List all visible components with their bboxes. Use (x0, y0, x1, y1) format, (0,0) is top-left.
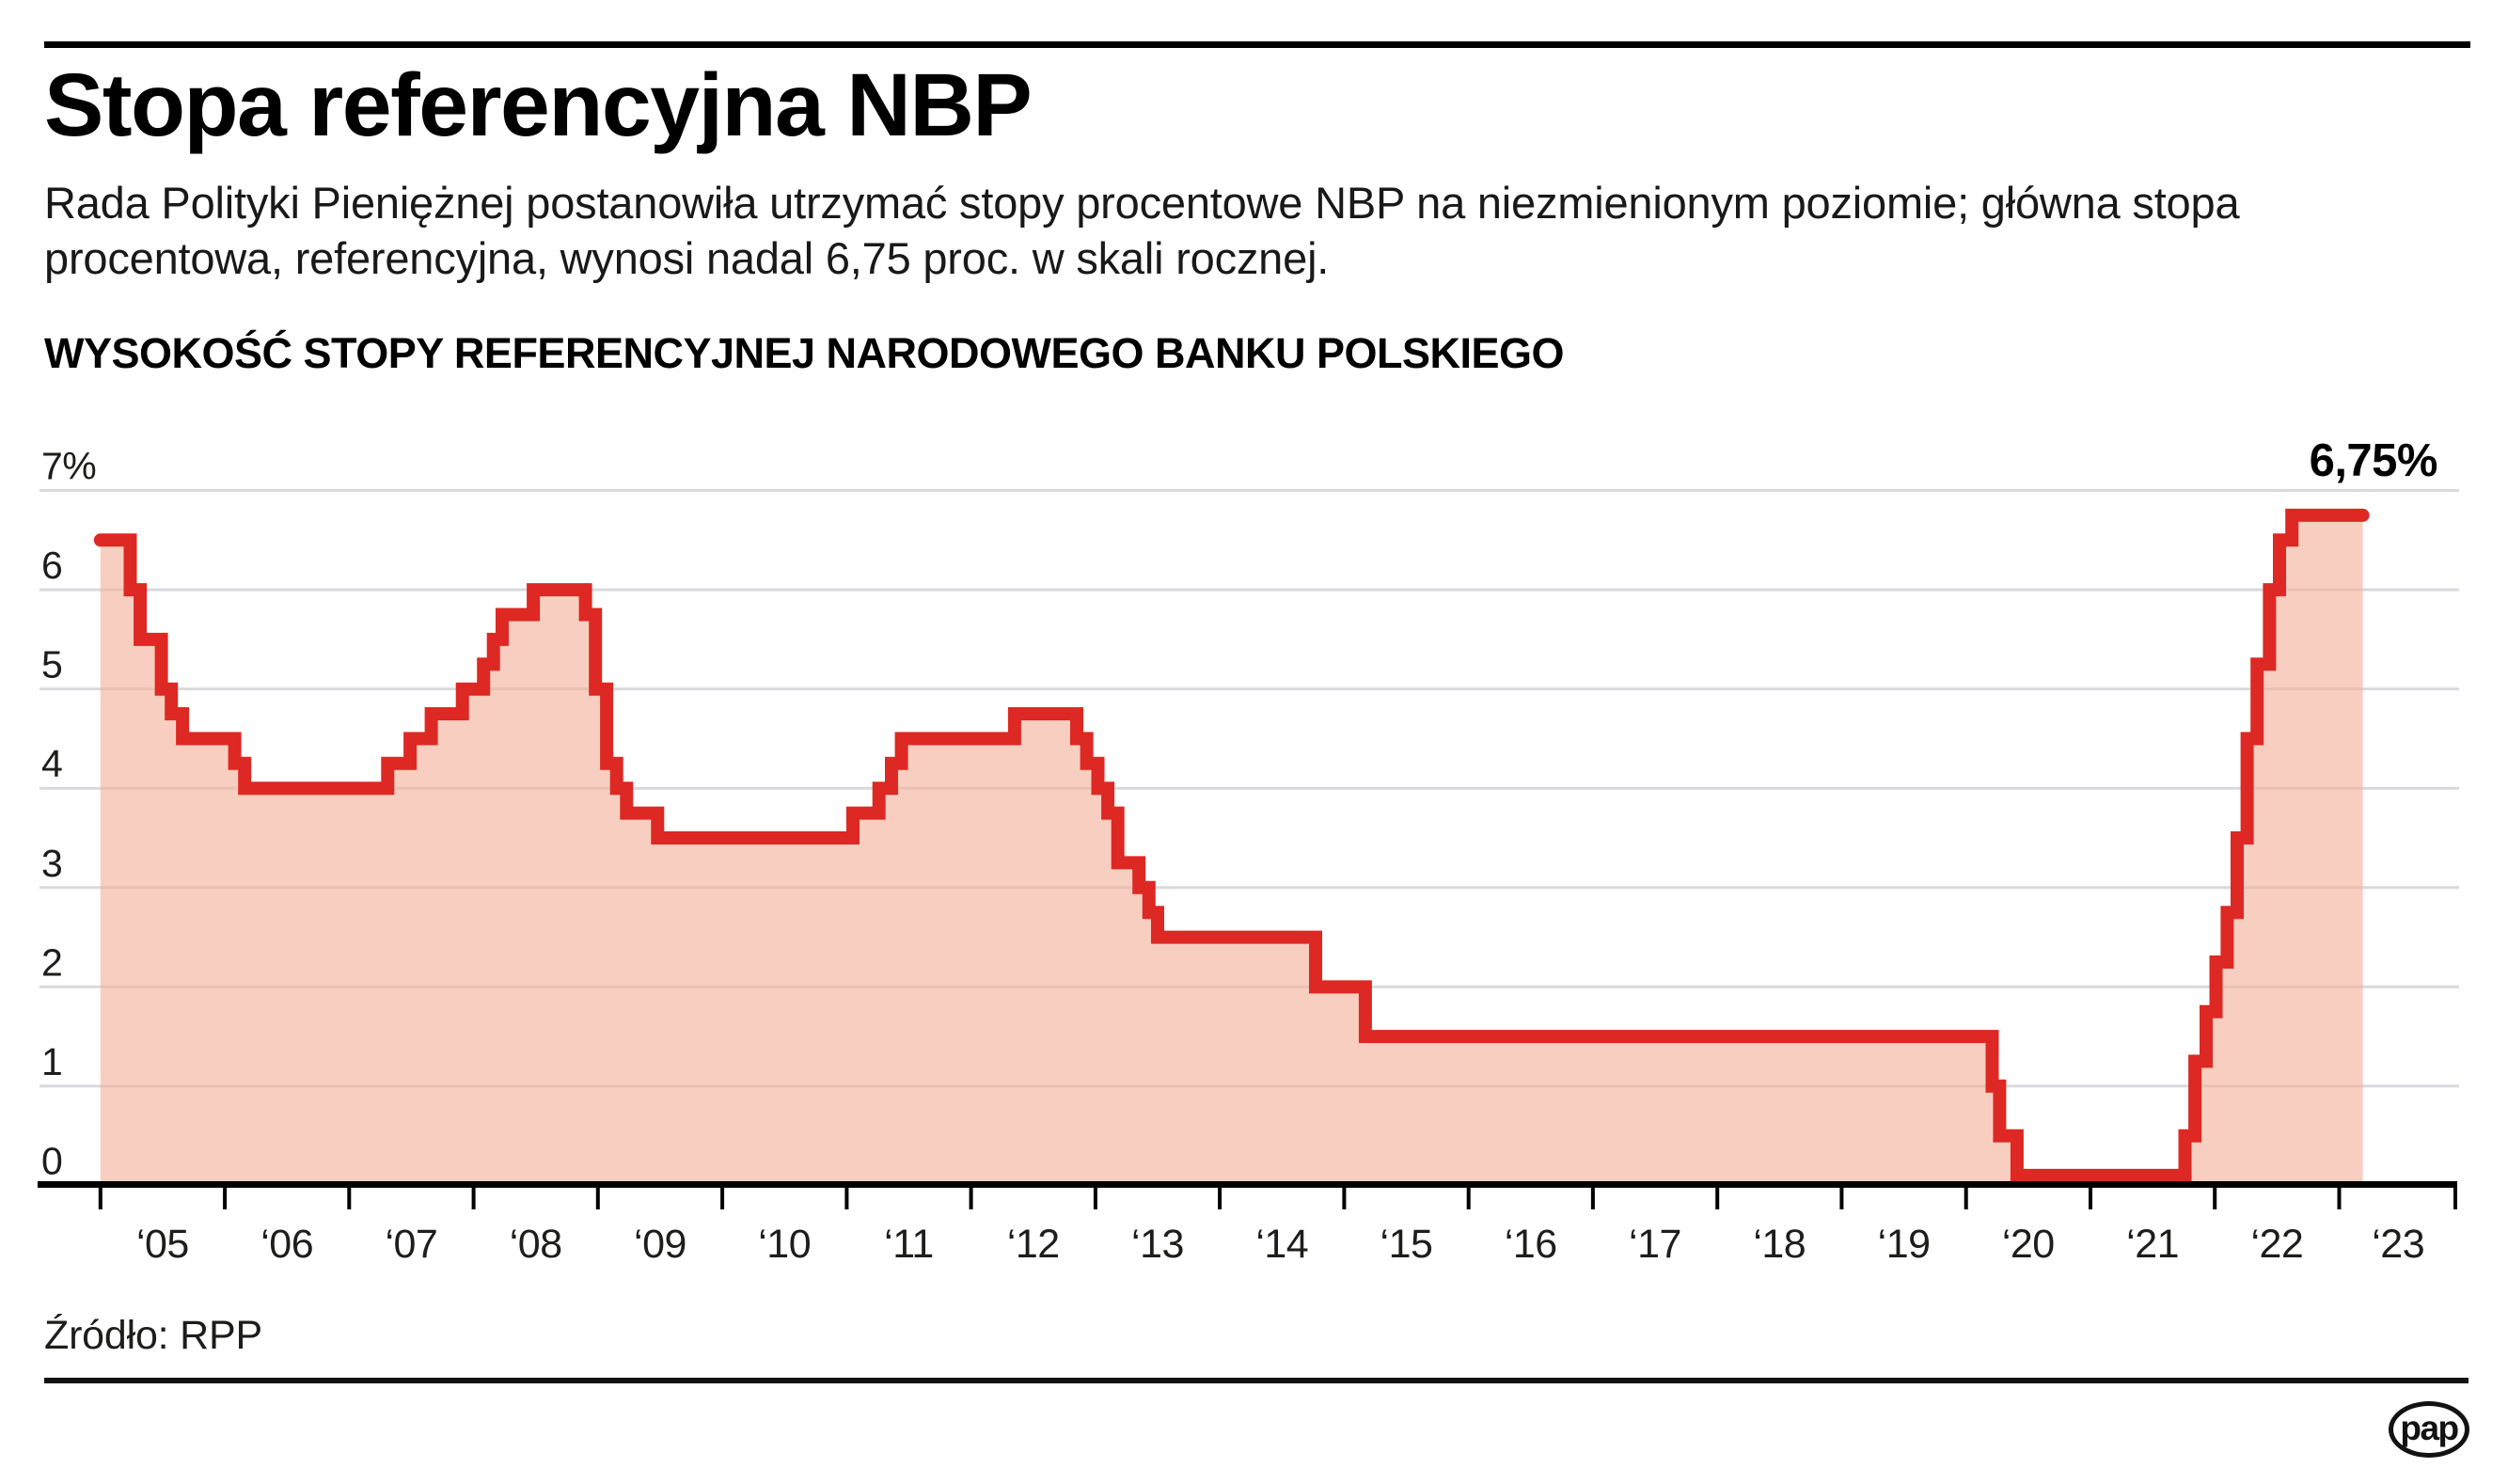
x-axis-label: ‘15 (1380, 1222, 1433, 1267)
y-axis-label: 5 (41, 643, 62, 687)
x-axis-tick (2337, 1188, 2342, 1209)
x-axis-tick (1590, 1188, 1595, 1209)
x-axis-tick (1839, 1188, 1844, 1209)
x-axis-tick (1964, 1188, 1968, 1209)
x-axis-label: ‘06 (260, 1222, 313, 1267)
current-rate-annotation: 6,75% (2310, 435, 2437, 486)
x-axis-labels: ‘05 ‘06 ‘07 ‘08 ‘09 ‘10 ‘11 ‘12 ‘13 ‘14 ‘15 ‘16 ‘17 ‘… (136, 1222, 2425, 1267)
y-axis-label: 0 (41, 1140, 62, 1183)
x-axis-label: ‘14 (1255, 1222, 1308, 1267)
x-axis-label: ‘18 (1753, 1222, 1806, 1267)
x-axis-label: ‘21 (2126, 1222, 2179, 1267)
x-axis-label: ‘07 (385, 1222, 437, 1267)
source-note: Źródło: RPP (44, 1313, 262, 1358)
y-axis-label: 2 (41, 940, 62, 984)
y-axis-label: 3 (41, 842, 62, 885)
x-axis-end-tick (2453, 1188, 2457, 1209)
gridlines-overlay (39, 489, 2459, 1088)
x-axis-tick (1715, 1188, 1720, 1209)
x-axis-tick (1218, 1188, 1222, 1209)
x-axis-tick (595, 1188, 600, 1209)
y-axis-label: 1 (41, 1040, 62, 1083)
x-axis-tick (844, 1188, 849, 1209)
y-axis-label: 7% (41, 445, 96, 488)
bottom-rule (44, 1378, 2469, 1383)
x-axis-label: ‘16 (1505, 1222, 1557, 1267)
x-axis-ticks (98, 1188, 2457, 1209)
x-axis-label: ‘13 (1131, 1222, 1184, 1267)
top-rule (44, 41, 2470, 48)
x-axis-label: ‘20 (2002, 1222, 2055, 1267)
x-axis-label: ‘10 (758, 1222, 811, 1267)
rate-line (93, 508, 2370, 1182)
rate-area (100, 514, 2363, 1181)
x-axis-line (38, 1181, 2457, 1188)
x-axis-tick (2213, 1188, 2217, 1209)
y-axis-label: 6 (41, 544, 62, 587)
y-axis-label: 4 (41, 742, 62, 785)
x-axis-tick (720, 1188, 725, 1209)
x-axis-tick (471, 1188, 476, 1209)
subtitle-line-2: procentowa, referencyjna, wynosi nadal 6… (44, 233, 1330, 283)
y-axis-labels: 0 1 2 3 4 5 6 7% (41, 445, 97, 1183)
pap-logo-text: pap (2400, 1408, 2459, 1447)
x-axis-label: ‘08 (510, 1222, 562, 1267)
x-axis-tick (98, 1188, 103, 1209)
x-axis-label: ‘19 (1878, 1222, 1931, 1267)
x-axis-label: ‘22 (2250, 1222, 2303, 1267)
subtitle-line-1: Rada Polityki Pieniężnej postanowiła utr… (44, 178, 2240, 228)
page-title: Stopa referencyjna NBP (44, 55, 1033, 155)
x-axis-label: ‘23 (2372, 1222, 2424, 1267)
x-axis-label: ‘17 (1629, 1222, 1681, 1267)
x-axis-tick (223, 1188, 228, 1209)
x-axis-tick (969, 1188, 973, 1209)
x-axis-tick (2089, 1188, 2092, 1209)
x-axis-label: ‘11 (884, 1222, 934, 1267)
x-axis-label: ‘09 (634, 1222, 686, 1267)
x-axis-tick (1466, 1188, 1471, 1209)
chart-heading: WYSOKOŚĆ STOPY REFERENCYJNEJ NARODOWEGO … (44, 329, 1565, 377)
x-axis-label: ‘05 (136, 1222, 189, 1267)
subtitle: Rada Polityki Pieniężnej postanowiła utr… (44, 175, 2240, 286)
x-axis-label: ‘12 (1007, 1222, 1060, 1267)
pap-logo: pap (2389, 1401, 2469, 1458)
x-axis-tick (1342, 1188, 1347, 1209)
x-axis-tick (347, 1188, 352, 1209)
x-axis-tick (1093, 1188, 1097, 1209)
